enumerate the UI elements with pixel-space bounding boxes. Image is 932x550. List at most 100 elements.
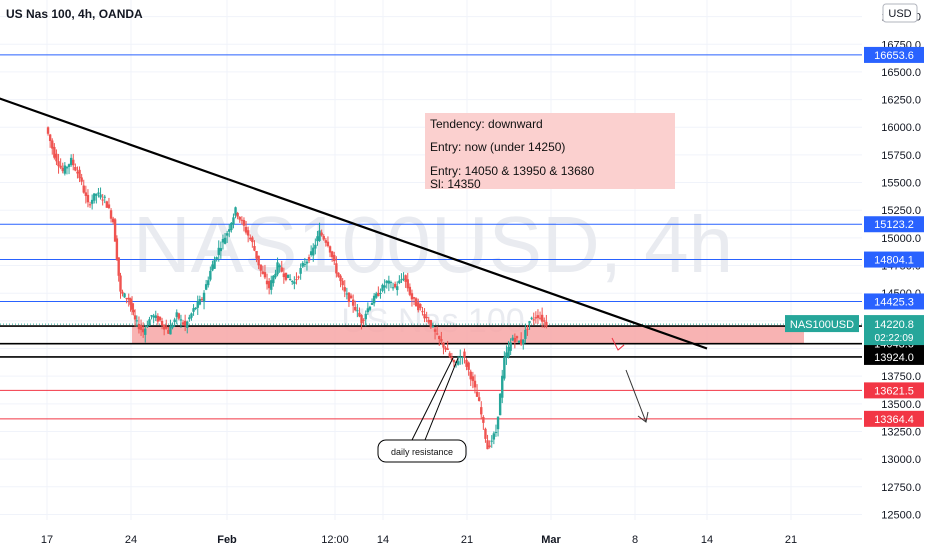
candle-body bbox=[314, 244, 317, 249]
candle-body bbox=[111, 218, 115, 223]
candle-body bbox=[278, 265, 281, 268]
watermark: NAS100USD, 4h US Nas 100 bbox=[133, 200, 733, 340]
currency-button[interactable]: USD bbox=[882, 3, 918, 23]
candle-body bbox=[307, 257, 311, 261]
candle-body bbox=[435, 333, 439, 335]
current-price-badge[interactable] bbox=[864, 315, 924, 346]
candle-body bbox=[190, 313, 193, 318]
candle-body bbox=[417, 302, 420, 311]
candle-body bbox=[339, 275, 342, 282]
trend-line[interactable] bbox=[0, 94, 708, 350]
candles bbox=[46, 126, 548, 450]
candle-body bbox=[109, 210, 113, 219]
candle-body bbox=[160, 320, 164, 326]
level-label: 14804.1 bbox=[874, 255, 914, 267]
resistance-zone bbox=[132, 326, 804, 344]
projection-arrows[interactable] bbox=[611, 337, 649, 423]
candle-body bbox=[192, 308, 195, 312]
candle-body bbox=[301, 262, 304, 267]
candle-body bbox=[475, 391, 479, 397]
candle-body bbox=[450, 356, 454, 360]
candle-body bbox=[263, 272, 267, 278]
candle-body bbox=[452, 360, 456, 363]
candle-body bbox=[484, 428, 487, 439]
candle-body bbox=[175, 312, 178, 317]
level-label-bg bbox=[864, 293, 924, 310]
candle-body bbox=[84, 192, 88, 196]
candle-body bbox=[522, 339, 525, 345]
candle-body bbox=[372, 295, 376, 304]
candle-body bbox=[240, 219, 244, 221]
symbol-badge[interactable] bbox=[785, 315, 859, 333]
current-price-value: 14220.8 bbox=[874, 319, 914, 331]
candle-body bbox=[477, 397, 481, 401]
candle-body bbox=[431, 326, 435, 328]
candle-body bbox=[389, 282, 393, 284]
candle-body bbox=[309, 251, 313, 256]
candle-body bbox=[517, 340, 521, 343]
candle-body bbox=[272, 275, 275, 284]
candle-body bbox=[398, 280, 401, 284]
note-line-2: Entry: now (under 14250) bbox=[430, 140, 565, 154]
candle-body bbox=[204, 284, 208, 290]
candle-body bbox=[88, 204, 92, 206]
candle-body bbox=[351, 299, 355, 306]
price-tick-label: 12500.0 bbox=[881, 509, 921, 521]
candle-body bbox=[65, 167, 69, 169]
candle-body bbox=[213, 260, 216, 269]
candle-body bbox=[545, 321, 548, 327]
candle-body bbox=[200, 298, 204, 300]
candle-body bbox=[341, 280, 344, 286]
candle-body bbox=[57, 161, 60, 167]
note-box[interactable]: Tendency: downward Entry: now (under 142… bbox=[425, 113, 675, 191]
price-tick-label: 15000.0 bbox=[881, 233, 921, 245]
candle-body bbox=[538, 317, 542, 319]
daily-resistance-callout[interactable]: daily resistance bbox=[377, 357, 467, 463]
candle-body bbox=[347, 292, 351, 303]
level-label-bg bbox=[864, 410, 924, 427]
time-tick-label: 8 bbox=[632, 534, 638, 546]
candle-body bbox=[165, 326, 168, 329]
candle-body bbox=[496, 416, 500, 430]
candle-body bbox=[173, 319, 176, 323]
price-tick-label: 13250.0 bbox=[881, 426, 921, 438]
candle-body bbox=[463, 351, 466, 358]
candle-body bbox=[286, 274, 290, 278]
candle-body bbox=[364, 313, 367, 320]
candle-body bbox=[316, 236, 319, 242]
candle-body bbox=[356, 310, 359, 312]
candle-body bbox=[393, 283, 397, 288]
candle-body bbox=[312, 247, 315, 256]
candle-body bbox=[48, 134, 52, 142]
candle-body bbox=[74, 166, 77, 171]
time-tick-label: Mar bbox=[541, 534, 561, 546]
level-label: 16653.6 bbox=[874, 50, 914, 62]
candle-body bbox=[125, 298, 128, 300]
candle-body bbox=[274, 273, 277, 278]
candle-body bbox=[255, 250, 258, 259]
candle-body bbox=[379, 292, 382, 294]
bar-countdown: 02:22:09 bbox=[875, 333, 914, 344]
candle-body bbox=[232, 217, 235, 225]
candle-body bbox=[225, 233, 229, 236]
candle-body bbox=[293, 281, 296, 284]
level-label: 13924.0 bbox=[874, 352, 914, 364]
candle-body bbox=[410, 293, 414, 300]
candle-body bbox=[99, 194, 102, 198]
candle-body bbox=[198, 299, 202, 305]
candle-body bbox=[511, 337, 514, 341]
candle-body bbox=[377, 292, 380, 296]
time-tick-label: 14 bbox=[701, 534, 713, 546]
price-axis-level-labels: 16653.615123.214804.114425.314202.814043… bbox=[785, 46, 924, 427]
candle-body bbox=[328, 246, 332, 253]
price-axis[interactable] bbox=[862, 0, 932, 550]
time-tick-label: 14 bbox=[377, 534, 389, 546]
candle-body bbox=[471, 376, 475, 381]
candle-body bbox=[505, 352, 508, 358]
candle-body bbox=[63, 165, 67, 174]
time-tick-label: 24 bbox=[125, 534, 137, 546]
candle-body bbox=[251, 237, 254, 243]
price-tick-label: 13500.0 bbox=[881, 399, 921, 411]
candle-body bbox=[59, 165, 62, 168]
